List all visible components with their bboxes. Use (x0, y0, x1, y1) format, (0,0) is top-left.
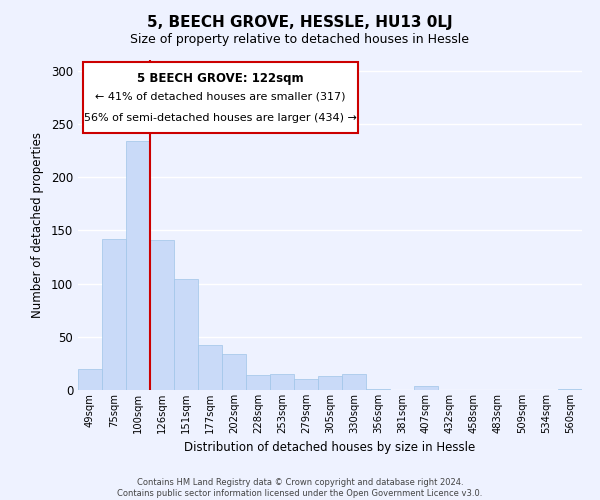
Y-axis label: Number of detached properties: Number of detached properties (31, 132, 44, 318)
Text: 5 BEECH GROVE: 122sqm: 5 BEECH GROVE: 122sqm (137, 72, 304, 85)
Text: 5, BEECH GROVE, HESSLE, HU13 0LJ: 5, BEECH GROVE, HESSLE, HU13 0LJ (147, 15, 453, 30)
Bar (198, 346, 222, 390)
Text: Size of property relative to detached houses in Hessle: Size of property relative to detached ho… (131, 32, 470, 46)
Bar (366, 389, 390, 390)
Bar (246, 375, 270, 390)
Bar (126, 141, 150, 390)
Text: Contains HM Land Registry data © Crown copyright and database right 2024.
Contai: Contains HM Land Registry data © Crown c… (118, 478, 482, 498)
Bar (174, 280, 198, 390)
Bar (102, 239, 126, 390)
Bar (270, 374, 294, 390)
Bar (318, 376, 342, 390)
FancyBboxPatch shape (83, 62, 358, 132)
Text: 56% of semi-detached houses are larger (434) →: 56% of semi-detached houses are larger (… (84, 113, 357, 123)
Bar (150, 240, 174, 390)
Bar (294, 380, 318, 390)
Bar (414, 386, 438, 390)
X-axis label: Distribution of detached houses by size in Hessle: Distribution of detached houses by size … (184, 442, 476, 454)
Bar (222, 354, 246, 390)
Bar (558, 389, 582, 390)
Bar (78, 368, 102, 390)
Text: ← 41% of detached houses are smaller (317): ← 41% of detached houses are smaller (31… (95, 92, 346, 102)
Bar (342, 374, 366, 390)
